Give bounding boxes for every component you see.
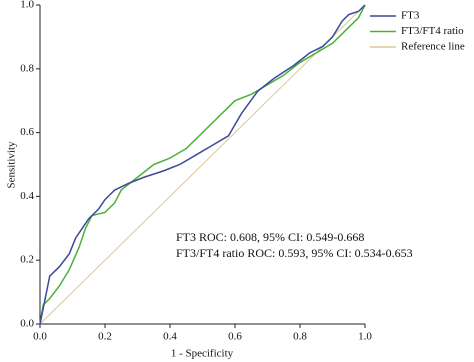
roc-curve	[39, 4, 366, 325]
roc-curve	[39, 4, 366, 325]
y-tick-label: 0.4	[20, 190, 34, 202]
annotation: FT3 ROC: 0.608, 95% CI: 0.549-0.668	[176, 230, 364, 244]
y-tick-label: 0.6	[20, 126, 34, 138]
x-axis-label: 1 - Specificity	[171, 348, 234, 360]
x-tick-label: 0.6	[228, 331, 242, 343]
roc-curve	[39, 4, 366, 325]
x-tick-label: 0.0	[33, 331, 47, 343]
legend-label: Reference line	[401, 41, 465, 53]
y-axis-label: Sensitivity	[6, 141, 18, 189]
legend-label: FT3	[401, 10, 420, 22]
y-tick-label: 0.8	[20, 62, 34, 74]
x-tick-label: 1.0	[358, 331, 372, 343]
y-tick-label: 0.2	[20, 254, 34, 266]
x-tick-label: 0.4	[163, 331, 177, 343]
x-tick-label: 0.8	[293, 331, 307, 343]
y-tick-label: 0.0	[20, 318, 34, 330]
x-tick-label: 0.2	[98, 331, 112, 343]
legend-label: FT3/FT4 ratio	[401, 25, 464, 37]
y-tick-label: 1.0	[20, 0, 34, 11]
annotation: FT3/FT4 ratio ROC: 0.593, 95% CI: 0.534-…	[176, 246, 413, 260]
